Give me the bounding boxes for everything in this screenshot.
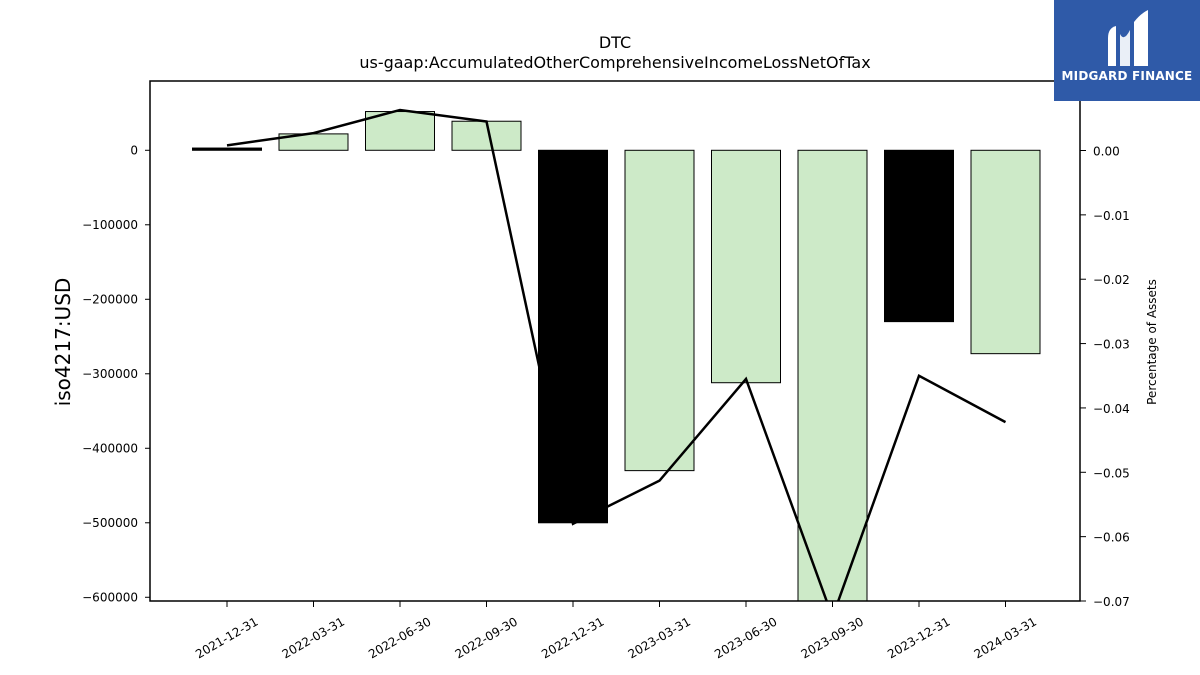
y2-axis: 0.00 −0.01 −0.02 −0.03 −0.04 −0.05 −0.06 −0.07: [1080, 145, 1130, 609]
x-tick-label: 2023-03-31: [626, 614, 693, 661]
y2-tick-label: −0.06: [1093, 531, 1130, 545]
bar-2023-06-30: [711, 149, 781, 384]
y-axis: 0 −100000 −200000 −300000 −400000 −500000 −600…: [82, 143, 150, 604]
y2-tick-label: 0.00: [1093, 145, 1120, 159]
y2-tick-label: −0.05: [1093, 466, 1130, 480]
y-tick-label: 0: [130, 143, 138, 157]
x-tick-label: 2023-06-30: [712, 614, 779, 661]
x-tick-label: 2023-12-31: [885, 614, 952, 661]
x-tick-label: 2022-03-31: [280, 614, 347, 661]
y-tick-label: −300000: [82, 367, 138, 381]
percentage-line: [226, 108, 1007, 601]
midgard-logo-icon: [1108, 10, 1148, 66]
bar-2023-12-31: [884, 149, 954, 323]
y2-tick-label: −0.07: [1093, 595, 1130, 609]
midgard-finance-logo: MIDGARD FINANCE: [1054, 0, 1200, 101]
y-tick-label: −600000: [82, 590, 138, 604]
y2-axis-label: Percentage of Assets: [1145, 279, 1159, 405]
y2-tick-label: −0.01: [1093, 209, 1130, 223]
x-tick-label: 2022-09-30: [453, 614, 520, 661]
line-layer: [226, 108, 1007, 601]
y2-tick-label: −0.02: [1093, 273, 1130, 287]
y2-tick-label: −0.03: [1093, 338, 1130, 352]
y-tick-label: −500000: [82, 516, 138, 530]
x-axis: 2021-12-31 2022-03-31 2022-06-30 2022-09-30…: [193, 601, 1039, 661]
bar-2024-03-31: [970, 149, 1041, 355]
y-tick-label: −200000: [82, 292, 138, 306]
y2-tick-label: −0.04: [1093, 402, 1130, 416]
bar-2023-03-31: [624, 149, 695, 472]
y-axis-label: iso4217:USD: [51, 278, 75, 407]
bars-layer: [192, 111, 1041, 601]
x-tick-label: 2022-06-30: [366, 614, 433, 661]
y-tick-label: −100000: [82, 218, 138, 232]
logo-text: MIDGARD FINANCE: [1061, 69, 1193, 83]
bar-2022-12-31: [538, 149, 608, 524]
bar-2023-09-30: [797, 149, 868, 601]
chart-title: DTC: [599, 33, 631, 52]
bar-2021-12-31: [192, 147, 262, 151]
bar-2022-06-30: [365, 111, 435, 151]
plot-frame: [149, 80, 1081, 602]
y-tick-label: −400000: [82, 441, 138, 455]
x-tick-label: 2024-03-31: [972, 614, 1039, 661]
x-tick-label: 2023-09-30: [799, 614, 866, 661]
x-tick-label: 2021-12-31: [193, 614, 260, 661]
chart-subtitle: us-gaap:AccumulatedOtherComprehensiveInc…: [359, 53, 870, 72]
x-tick-label: 2022-12-31: [539, 614, 606, 661]
